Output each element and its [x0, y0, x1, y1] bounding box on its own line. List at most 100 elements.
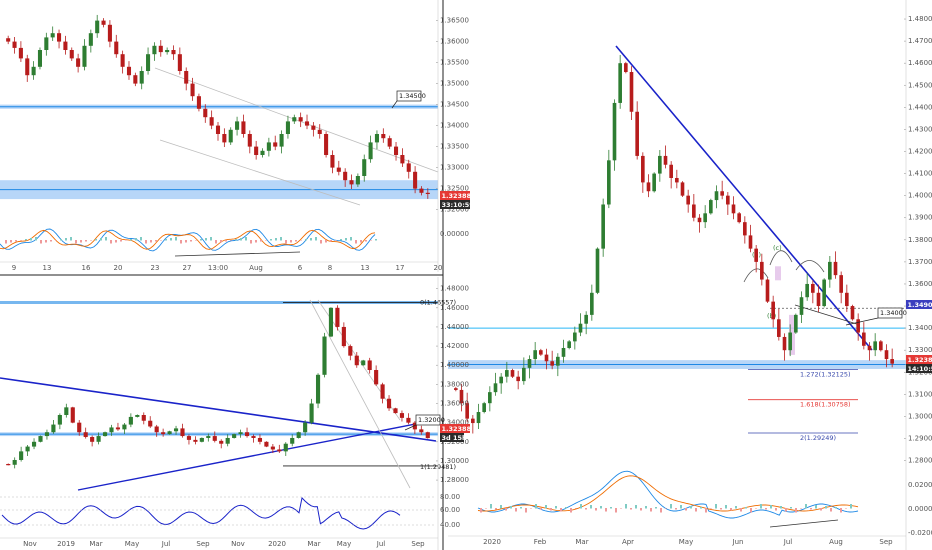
time-tag: 14:10:59 — [908, 365, 932, 373]
y-tick-label: 1.33500 — [440, 143, 469, 151]
histogram-bar — [765, 508, 767, 510]
histogram-bar — [50, 240, 52, 242]
candle-body — [754, 248, 758, 262]
candle-body — [400, 155, 405, 164]
rsi-tick-label: 40.00 — [440, 521, 460, 529]
candle-body — [380, 384, 385, 399]
candle-body — [37, 50, 43, 67]
candle-body — [425, 192, 430, 194]
candle-body — [12, 459, 17, 465]
signal-line — [477, 475, 859, 512]
candle-body — [419, 188, 424, 193]
histogram-bar — [295, 240, 297, 242]
histogram-bar — [740, 508, 742, 512]
candle-body — [57, 415, 62, 425]
candle-body — [482, 403, 486, 413]
candle-body — [154, 426, 159, 433]
candle-body — [309, 403, 314, 423]
candle-body — [206, 436, 211, 438]
candle-body — [322, 336, 327, 375]
histogram-bar — [745, 507, 747, 509]
y-tick-label: 1.34000 — [440, 419, 469, 427]
candle-body — [317, 129, 322, 134]
histogram-bar — [110, 240, 112, 244]
callout-box — [396, 90, 422, 102]
candle-body — [225, 437, 230, 444]
downtrend-line — [615, 45, 873, 351]
y-tick-label: 1.34000 — [908, 324, 932, 332]
histogram-bar — [260, 240, 262, 242]
candle-body — [680, 182, 685, 196]
y-tick-label: 1.43000 — [908, 125, 932, 133]
price-tag: 1.32388 — [442, 192, 472, 200]
candle-body — [381, 134, 386, 139]
histogram-bar — [555, 506, 557, 509]
candle-body — [83, 432, 88, 438]
histogram-bar — [60, 239, 62, 241]
candle-body — [367, 360, 372, 371]
candle-body — [102, 432, 108, 437]
fib-extension-label: 1.618(1.30758) — [800, 401, 851, 409]
x-tick-label: 9 — [12, 264, 16, 272]
candle-body — [171, 50, 176, 55]
histogram-bar — [305, 239, 307, 241]
histogram-bar — [105, 237, 107, 241]
candle-body — [260, 150, 265, 155]
candle-body — [180, 428, 185, 437]
x-tick-label: Mar — [89, 540, 102, 548]
histogram-bar — [755, 508, 757, 509]
candle-body — [714, 191, 719, 201]
candle-body — [425, 432, 430, 439]
candle-body — [731, 204, 736, 214]
candle-body — [167, 431, 172, 435]
x-tick-label: 8 — [328, 264, 332, 272]
histogram-bar — [710, 508, 712, 509]
candle-body — [311, 125, 316, 130]
candle-body — [303, 422, 308, 433]
histogram-bar — [660, 508, 662, 513]
candle-body — [161, 432, 166, 435]
candle-body — [222, 134, 227, 143]
price-tag-bg — [906, 355, 932, 364]
candle-body — [765, 279, 770, 302]
histogram-bar — [170, 238, 172, 241]
histogram-bar — [690, 506, 692, 509]
divergence-line — [769, 519, 839, 528]
histogram-bar — [15, 240, 17, 242]
candle-body — [51, 424, 56, 433]
histogram-bar — [340, 239, 342, 241]
histogram-bar — [495, 508, 497, 510]
x-tick-label: 17 — [396, 264, 405, 272]
callout-pointer — [404, 424, 417, 431]
candle-body — [794, 314, 798, 333]
y-tick-label: 1.30000 — [908, 412, 932, 420]
candle-body — [805, 283, 809, 298]
candle-body — [120, 54, 125, 67]
histogram-bar — [550, 508, 552, 511]
y-tick-label: 1.29000 — [908, 435, 932, 443]
histogram-bar — [180, 240, 182, 244]
candle-body — [493, 383, 498, 393]
candle-body — [669, 164, 673, 178]
histogram-bar — [615, 508, 617, 513]
histogram-bar — [100, 238, 102, 241]
histogram-bar — [680, 505, 682, 509]
candle-body — [527, 359, 532, 368]
histogram-bar — [65, 238, 67, 241]
candle-body — [646, 182, 651, 192]
histogram-bar — [530, 508, 532, 509]
candle-body — [228, 129, 233, 143]
callout-label: 1.32000 — [418, 416, 445, 424]
y-tick-label: 1.40000 — [908, 192, 932, 200]
histogram-bar — [545, 505, 547, 509]
candle-body — [107, 24, 112, 42]
histogram-bar — [120, 240, 122, 242]
histogram-bar — [770, 505, 772, 509]
histogram-bar — [655, 507, 657, 509]
histogram-bar — [650, 508, 652, 512]
candle-body — [368, 142, 373, 160]
candle-body — [522, 367, 526, 382]
y-tick-label: 1.47000 — [908, 37, 932, 45]
candle-body — [38, 436, 43, 442]
